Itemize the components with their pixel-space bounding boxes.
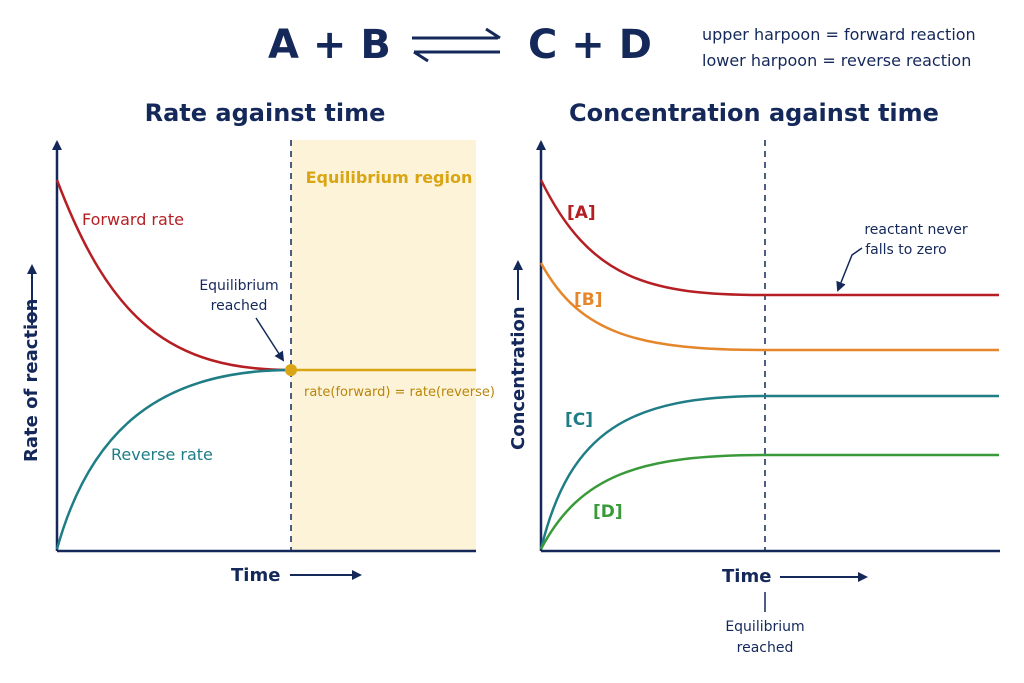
forward-rate-label: Forward rate <box>82 210 184 229</box>
label-c: [C] <box>565 410 593 430</box>
reactant-note-line1: reactant never <box>864 222 968 238</box>
harpoon-note-forward: upper harpoon = forward reaction <box>702 25 976 44</box>
equilibrium-region-label: Equilibrium region <box>306 168 473 187</box>
rate-equality-label: rate(forward) = rate(reverse) <box>304 385 495 400</box>
equilibrium-point <box>285 364 297 376</box>
reactant-note-line2: falls to zero <box>865 242 947 258</box>
conc-x-axis-label: Time <box>722 566 771 587</box>
harpoon-note-reverse: lower harpoon = reverse reaction <box>702 51 971 70</box>
equilibrium-harpoons-icon <box>412 27 501 63</box>
reverse-rate-curve <box>55 368 292 550</box>
equation-right: C + D <box>528 22 652 68</box>
equilibrium-region <box>291 140 476 551</box>
rate-y-axis-label: Rate of reaction <box>21 299 42 462</box>
label-b: [B] <box>574 290 603 310</box>
rate-chart-title: Rate against time <box>145 99 386 127</box>
conc-chart-title: Concentration against time <box>569 99 939 127</box>
label-d: [D] <box>593 502 623 522</box>
curve-a <box>539 179 999 297</box>
forward-rate-curve <box>55 179 292 372</box>
conc-equilibrium-label-line1: Equilibrium <box>725 619 804 635</box>
curve-d <box>539 453 999 550</box>
conc-equilibrium-label-line2: reached <box>737 640 794 656</box>
rate-x-axis-label: Time <box>231 565 280 586</box>
equation-left: A + B <box>268 22 391 68</box>
conc-y-axis-label: Concentration <box>508 306 529 450</box>
rate-equilibrium-label-line1: Equilibrium <box>199 278 278 294</box>
rate-equilibrium-pointer <box>255 317 285 362</box>
curve-c <box>539 394 999 550</box>
label-a: [A] <box>567 203 596 223</box>
reverse-rate-label: Reverse rate <box>111 445 213 464</box>
curve-b <box>539 262 999 352</box>
reactant-note-pointer <box>836 247 863 292</box>
rate-equilibrium-label-line2: reached <box>211 298 268 314</box>
